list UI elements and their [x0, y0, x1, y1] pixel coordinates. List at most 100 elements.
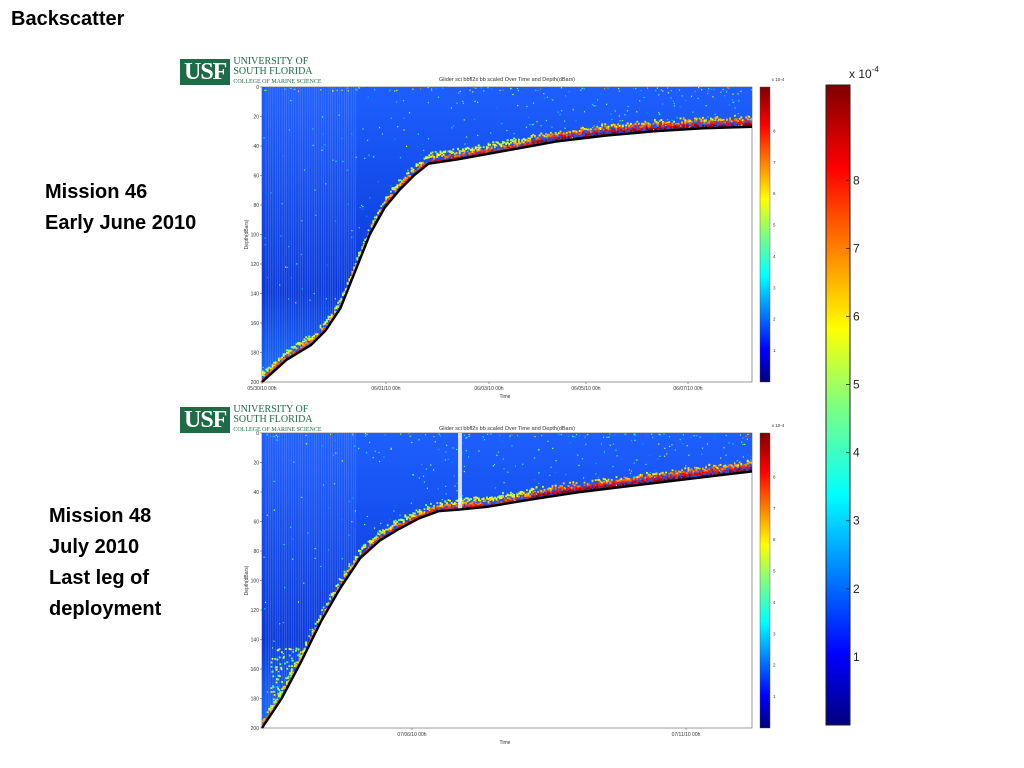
bb-cell: [663, 479, 666, 482]
bb-cell: [374, 216, 376, 219]
surface-dot: [473, 87, 475, 89]
bb-cell: [567, 485, 570, 487]
bb-cell: [722, 468, 725, 471]
bb-cell: [703, 471, 706, 474]
bb-cell: [689, 474, 691, 477]
bb-speckle: [483, 439, 486, 441]
bb-cell: [444, 504, 447, 507]
bb-speckle: [595, 105, 597, 107]
bb-speckle: [381, 133, 384, 135]
y-tick-label: 200: [251, 726, 260, 732]
bb-speckle: [461, 452, 463, 454]
bb-speckle: [634, 434, 636, 436]
bb-cell: [285, 648, 287, 650]
bb-cell: [727, 121, 730, 124]
bb-cell: [618, 128, 621, 131]
bb-speckle: [582, 477, 585, 479]
bb-cell: [734, 114, 736, 117]
bb-cell: [414, 169, 416, 172]
surface-dot: [394, 90, 396, 92]
bb-cell: [639, 482, 642, 485]
bb-cell: [729, 470, 731, 472]
bb-cell: [630, 483, 632, 486]
bb-cell: [316, 333, 319, 336]
bb-cell: [414, 515, 416, 518]
bb-cell: [630, 122, 632, 125]
bb-speckle: [405, 145, 408, 147]
bb-cell: [654, 477, 656, 480]
bb-cell: [295, 350, 298, 353]
bb-cell: [434, 150, 437, 153]
bb-cell: [535, 137, 538, 140]
surface-dot: [400, 433, 402, 435]
bb-cell: [695, 125, 698, 127]
bb-cell: [337, 301, 339, 304]
bb-cell: [742, 465, 744, 468]
bb-cell: [383, 531, 386, 534]
bb-cell: [548, 134, 551, 137]
bb-speckle: [300, 253, 302, 256]
bb-cell: [506, 139, 509, 142]
y-tick-label: 160: [251, 321, 260, 327]
bb-cell: [447, 503, 450, 506]
bb-speckle: [600, 93, 602, 95]
bb-speckle: [444, 459, 447, 461]
bb-cell: [311, 337, 314, 340]
bb-speckle: [563, 487, 565, 489]
bb-cell: [436, 152, 439, 155]
surface-dot: [660, 89, 662, 91]
bb-cell: [510, 498, 512, 501]
bb-cell: [393, 188, 395, 191]
bb-speckle: [655, 90, 657, 92]
bb-cell: [463, 501, 466, 504]
bb-cell: [606, 481, 608, 484]
y-tick-label: 100: [251, 579, 260, 585]
bb-cell: [671, 473, 674, 476]
surface-dot: [438, 433, 440, 435]
bb-cell: [543, 490, 546, 492]
bb-cell: [554, 487, 557, 490]
bb-speckle: [659, 434, 661, 436]
bb-cell: [396, 521, 399, 523]
bb-cell: [657, 479, 659, 482]
bb-cell: [279, 696, 282, 699]
surface-dot: [482, 436, 484, 438]
bb-cell: [713, 464, 715, 467]
bb-cell: [708, 464, 711, 466]
surface-dot: [366, 87, 368, 89]
bb-speckle: [657, 114, 660, 116]
surface-dot: [682, 434, 684, 436]
bb-speckle: [390, 447, 392, 449]
bb-speckle: [695, 467, 697, 469]
bb-cell: [463, 150, 466, 153]
bb-speckle: [390, 117, 392, 119]
bb-speckle: [561, 489, 563, 491]
bb-cell: [430, 502, 432, 505]
bb-cell: [324, 608, 327, 611]
bb-cell: [671, 469, 674, 472]
bb-cell: [711, 470, 714, 473]
bb-speckle: [581, 87, 583, 89]
bb-cell: [466, 497, 469, 500]
bb-cell: [364, 238, 367, 241]
bb-speckle: [561, 110, 563, 112]
bb-cell: [601, 126, 603, 129]
surface-dot: [483, 90, 485, 92]
surface-dot: [431, 89, 433, 92]
surface-dot: [510, 88, 512, 90]
bb-speckle: [453, 475, 455, 477]
bb-cell: [532, 141, 535, 144]
bb-cell: [280, 668, 283, 671]
bb-cell: [606, 127, 608, 129]
bb-cell: [682, 117, 685, 120]
bb-cell: [674, 470, 677, 473]
bb-cell: [750, 121, 752, 123]
bb-cell: [569, 133, 571, 136]
y-tick-label: 100: [251, 233, 260, 239]
bb-speckle: [478, 450, 480, 452]
bb-cell: [612, 485, 615, 488]
bb-cell: [626, 126, 629, 129]
bb-cell: [681, 477, 683, 480]
bb-cell: [446, 503, 448, 506]
bb-cell: [718, 464, 720, 467]
